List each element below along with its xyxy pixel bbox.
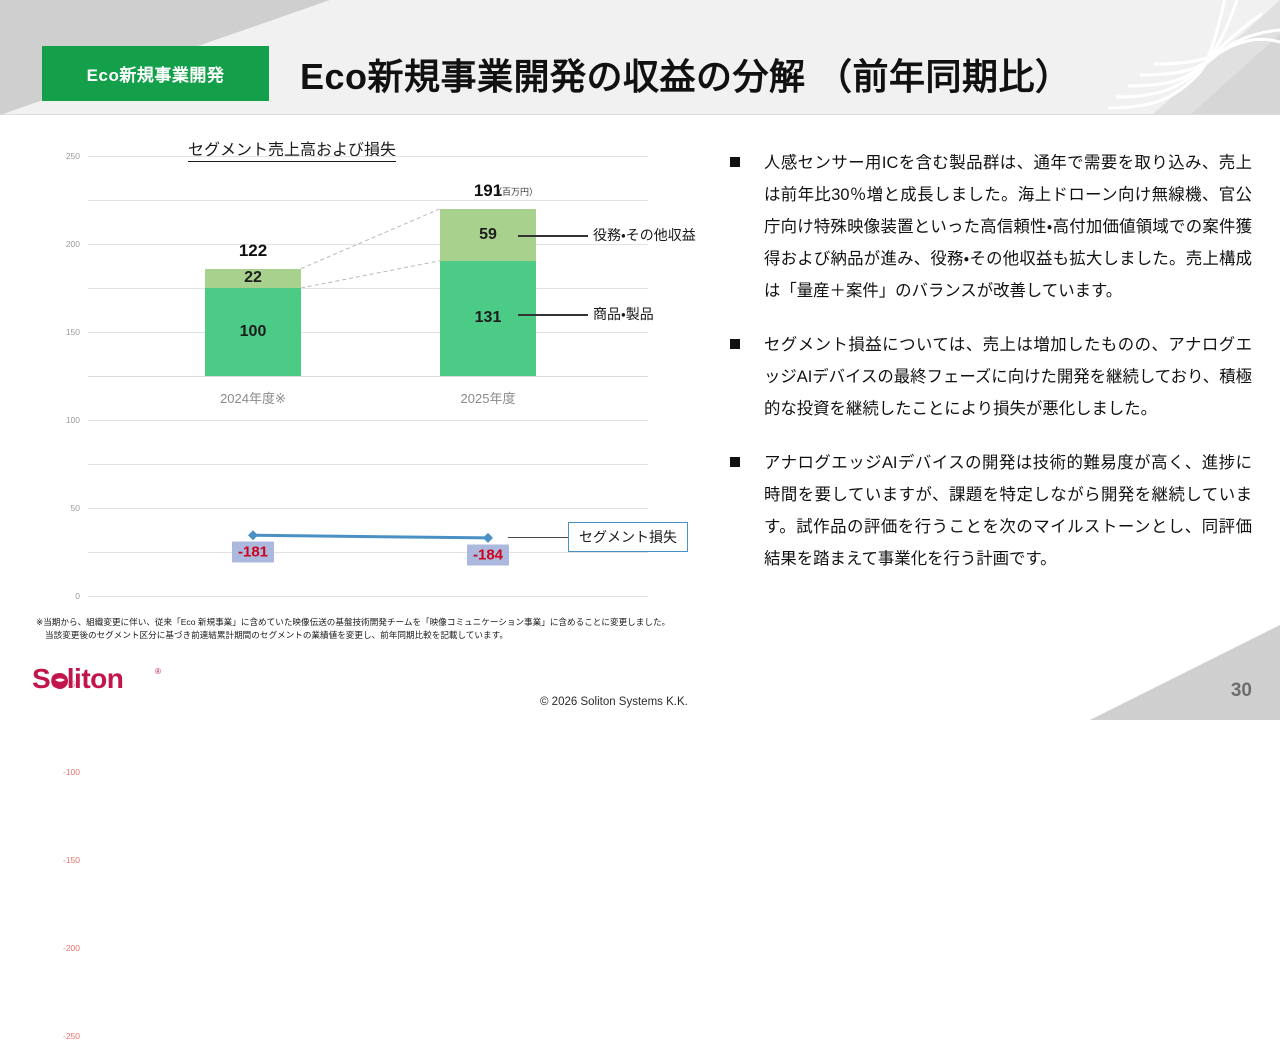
chart-y-axis-tick: 250 xyxy=(65,151,80,161)
commentary-text-3: アナログエッジAIデバイスの開発は技術的難易度が高く、進捗に時間を要していますが… xyxy=(764,453,1252,568)
segment-loss-value-label: -184 xyxy=(466,544,510,566)
chart-footnote: ※当期から、組織変更に伴い、従来「Eco 新規事業」に含めていた映像伝送の基盤技… xyxy=(36,616,726,643)
chart-gridline: -150 xyxy=(63,508,648,865)
chart-gridline: -50 xyxy=(68,420,648,689)
chart-y-axis-tick: 50 xyxy=(70,503,80,513)
chart-x-axis-label: 2025年度 xyxy=(460,391,516,406)
chart-y-axis-tick: -150 xyxy=(62,855,80,865)
chart-bar-segment-services: 59 xyxy=(440,208,536,261)
chart-bar-segment-products: 131 xyxy=(440,260,536,376)
chart-bar-total-label: 191 xyxy=(473,180,503,200)
chart-gridline: -100 xyxy=(63,464,648,777)
chart-y-axis-tick: -100 xyxy=(62,767,80,777)
square-bullet-icon xyxy=(730,456,740,467)
logo-wordmark: Soliton xyxy=(32,663,123,694)
chart-bar-segment-services: 22 xyxy=(205,268,301,288)
chart-y-axis-tick: 200 xyxy=(65,239,80,249)
chart-y-axis-tick: 100 xyxy=(65,415,80,425)
header-divider xyxy=(0,114,1280,115)
segment-tag-badge: Eco新規事業開発 xyxy=(42,46,269,101)
footer-diagonal-decoration xyxy=(1090,625,1280,720)
chart-plot-area: 250 200 150 100 50 0 -50 -100 -150 -200 -250 100 22 1… xyxy=(63,151,648,1041)
chart-unit-label: （百万円） xyxy=(493,187,539,197)
commentary-item-3: アナログエッジAIデバイスの開発は技術的難易度が高く、進捗に時間を要していますが… xyxy=(722,448,1252,576)
logo-registered-mark: ® xyxy=(155,667,161,676)
square-bullet-icon xyxy=(730,157,740,167)
copyright-text: © 2026 Soliton Systems K.K. xyxy=(540,696,688,708)
chart-gridline: 100 xyxy=(66,288,648,425)
legend-leader-line-loss xyxy=(508,537,568,539)
chart-y-axis-tick: -250 xyxy=(62,1031,80,1041)
legend-box-segment-loss: セグメント損失 xyxy=(568,522,688,552)
chart-gridline: 0 xyxy=(75,376,648,601)
chart-gridline: 150 xyxy=(66,244,648,337)
page-number: 30 xyxy=(1230,680,1252,701)
commentary-item-1: 人感センサー用ICを含む製品群は、通年で需要を取り込み、売上は前年比30％増と成… xyxy=(722,148,1252,308)
chart-x-axis-label: 2024年度※ xyxy=(220,391,286,406)
chart-gridline: -250 xyxy=(63,596,648,1041)
chart-y-axis-tick: 0 xyxy=(75,591,80,601)
segment-tag-label: Eco新規事業開発 xyxy=(86,66,225,85)
chart-gridline: 250 xyxy=(66,151,648,161)
chart-title: セグメント売上高および損失 xyxy=(188,136,397,162)
chart-y-axis-tick: -50 xyxy=(67,679,80,689)
footnote-line-1: ※当期から、組織変更に伴い、従来「Eco 新規事業」に含めていた映像伝送の基盤技… xyxy=(36,617,671,627)
wave-artwork-icon xyxy=(1107,0,1280,115)
square-bullet-icon xyxy=(730,338,740,349)
callout-line-services xyxy=(518,235,588,237)
footnote-line-2: 当該変更後のセグメント区分に基づき前連結累計期間のセグメントの業績値を変更し、前… xyxy=(45,630,508,641)
commentary-text-1: 人感センサー用ICを含む製品群は、通年で需要を取り込み、売上は前年比30％増と成… xyxy=(764,154,1252,300)
callout-line-products xyxy=(518,314,588,316)
callout-label-products: 商品・製品 xyxy=(593,306,654,322)
chart-gridline: 50 xyxy=(71,332,648,513)
chart-bar-total-label: 122 xyxy=(238,240,268,260)
segment-chart: セグメント売上高および損失 250 200 150 100 50 0 -50 -100 -150… xyxy=(28,128,718,1041)
soliton-logo: Soliton ® xyxy=(32,663,161,694)
header-wave-artwork xyxy=(1080,0,1280,115)
chart-gridline: -200 xyxy=(63,552,648,953)
commentary-list: 人感センサー用ICを含む製品群は、通年で需要を取り込み、売上は前年比30％増と成… xyxy=(722,148,1252,598)
segment-loss-value-label: -181 xyxy=(231,541,275,563)
chart-bar-segment-products: 100 xyxy=(205,288,301,376)
chart-y-axis-tick: -200 xyxy=(62,943,80,953)
commentary-item-2: セグメント損益については、売上は増加したものの、アナログエッジAIデバイスの最終… xyxy=(722,330,1252,426)
callout-label-services: 役務・その他収益 xyxy=(593,227,696,243)
page-title: Eco新規事業開発の収益の分解 （前年同期比） xyxy=(300,56,1072,97)
chart-gridline: 200 xyxy=(66,200,648,249)
chart-y-axis-tick: 150 xyxy=(65,327,80,337)
commentary-text-2: セグメント損益については、売上は増加したものの、アナログエッジAIデバイスの最終… xyxy=(764,335,1252,418)
